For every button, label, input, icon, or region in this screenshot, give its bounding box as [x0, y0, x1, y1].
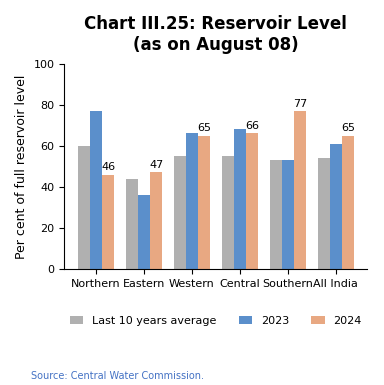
Title: Chart III.25: Reservoir Level
(as on August 08): Chart III.25: Reservoir Level (as on Aug… [84, 15, 347, 54]
Bar [294, 111, 306, 269]
Text: 77: 77 [293, 99, 307, 109]
Bar [78, 146, 90, 269]
Bar [102, 174, 114, 269]
Bar [234, 129, 246, 269]
Bar [341, 136, 354, 269]
Text: 47: 47 [149, 161, 164, 171]
Bar [90, 111, 102, 269]
Legend: Last 10 years average, 2023, 2024: Last 10 years average, 2023, 2024 [65, 311, 366, 330]
Bar [281, 160, 294, 269]
Bar [126, 179, 138, 269]
Bar [222, 156, 234, 269]
Bar [186, 134, 198, 269]
Bar [329, 144, 341, 269]
Text: Source: Central Water Commission.: Source: Central Water Commission. [31, 371, 204, 381]
Bar [150, 172, 162, 269]
Bar [270, 160, 281, 269]
Bar [198, 136, 210, 269]
Y-axis label: Per cent of full reservoir level: Per cent of full reservoir level [15, 74, 28, 258]
Text: 65: 65 [341, 124, 355, 134]
Bar [318, 158, 329, 269]
Bar [246, 134, 258, 269]
Bar [174, 156, 186, 269]
Bar [138, 195, 150, 269]
Text: 66: 66 [245, 121, 259, 131]
Text: 46: 46 [101, 162, 116, 172]
Text: 65: 65 [197, 124, 212, 134]
